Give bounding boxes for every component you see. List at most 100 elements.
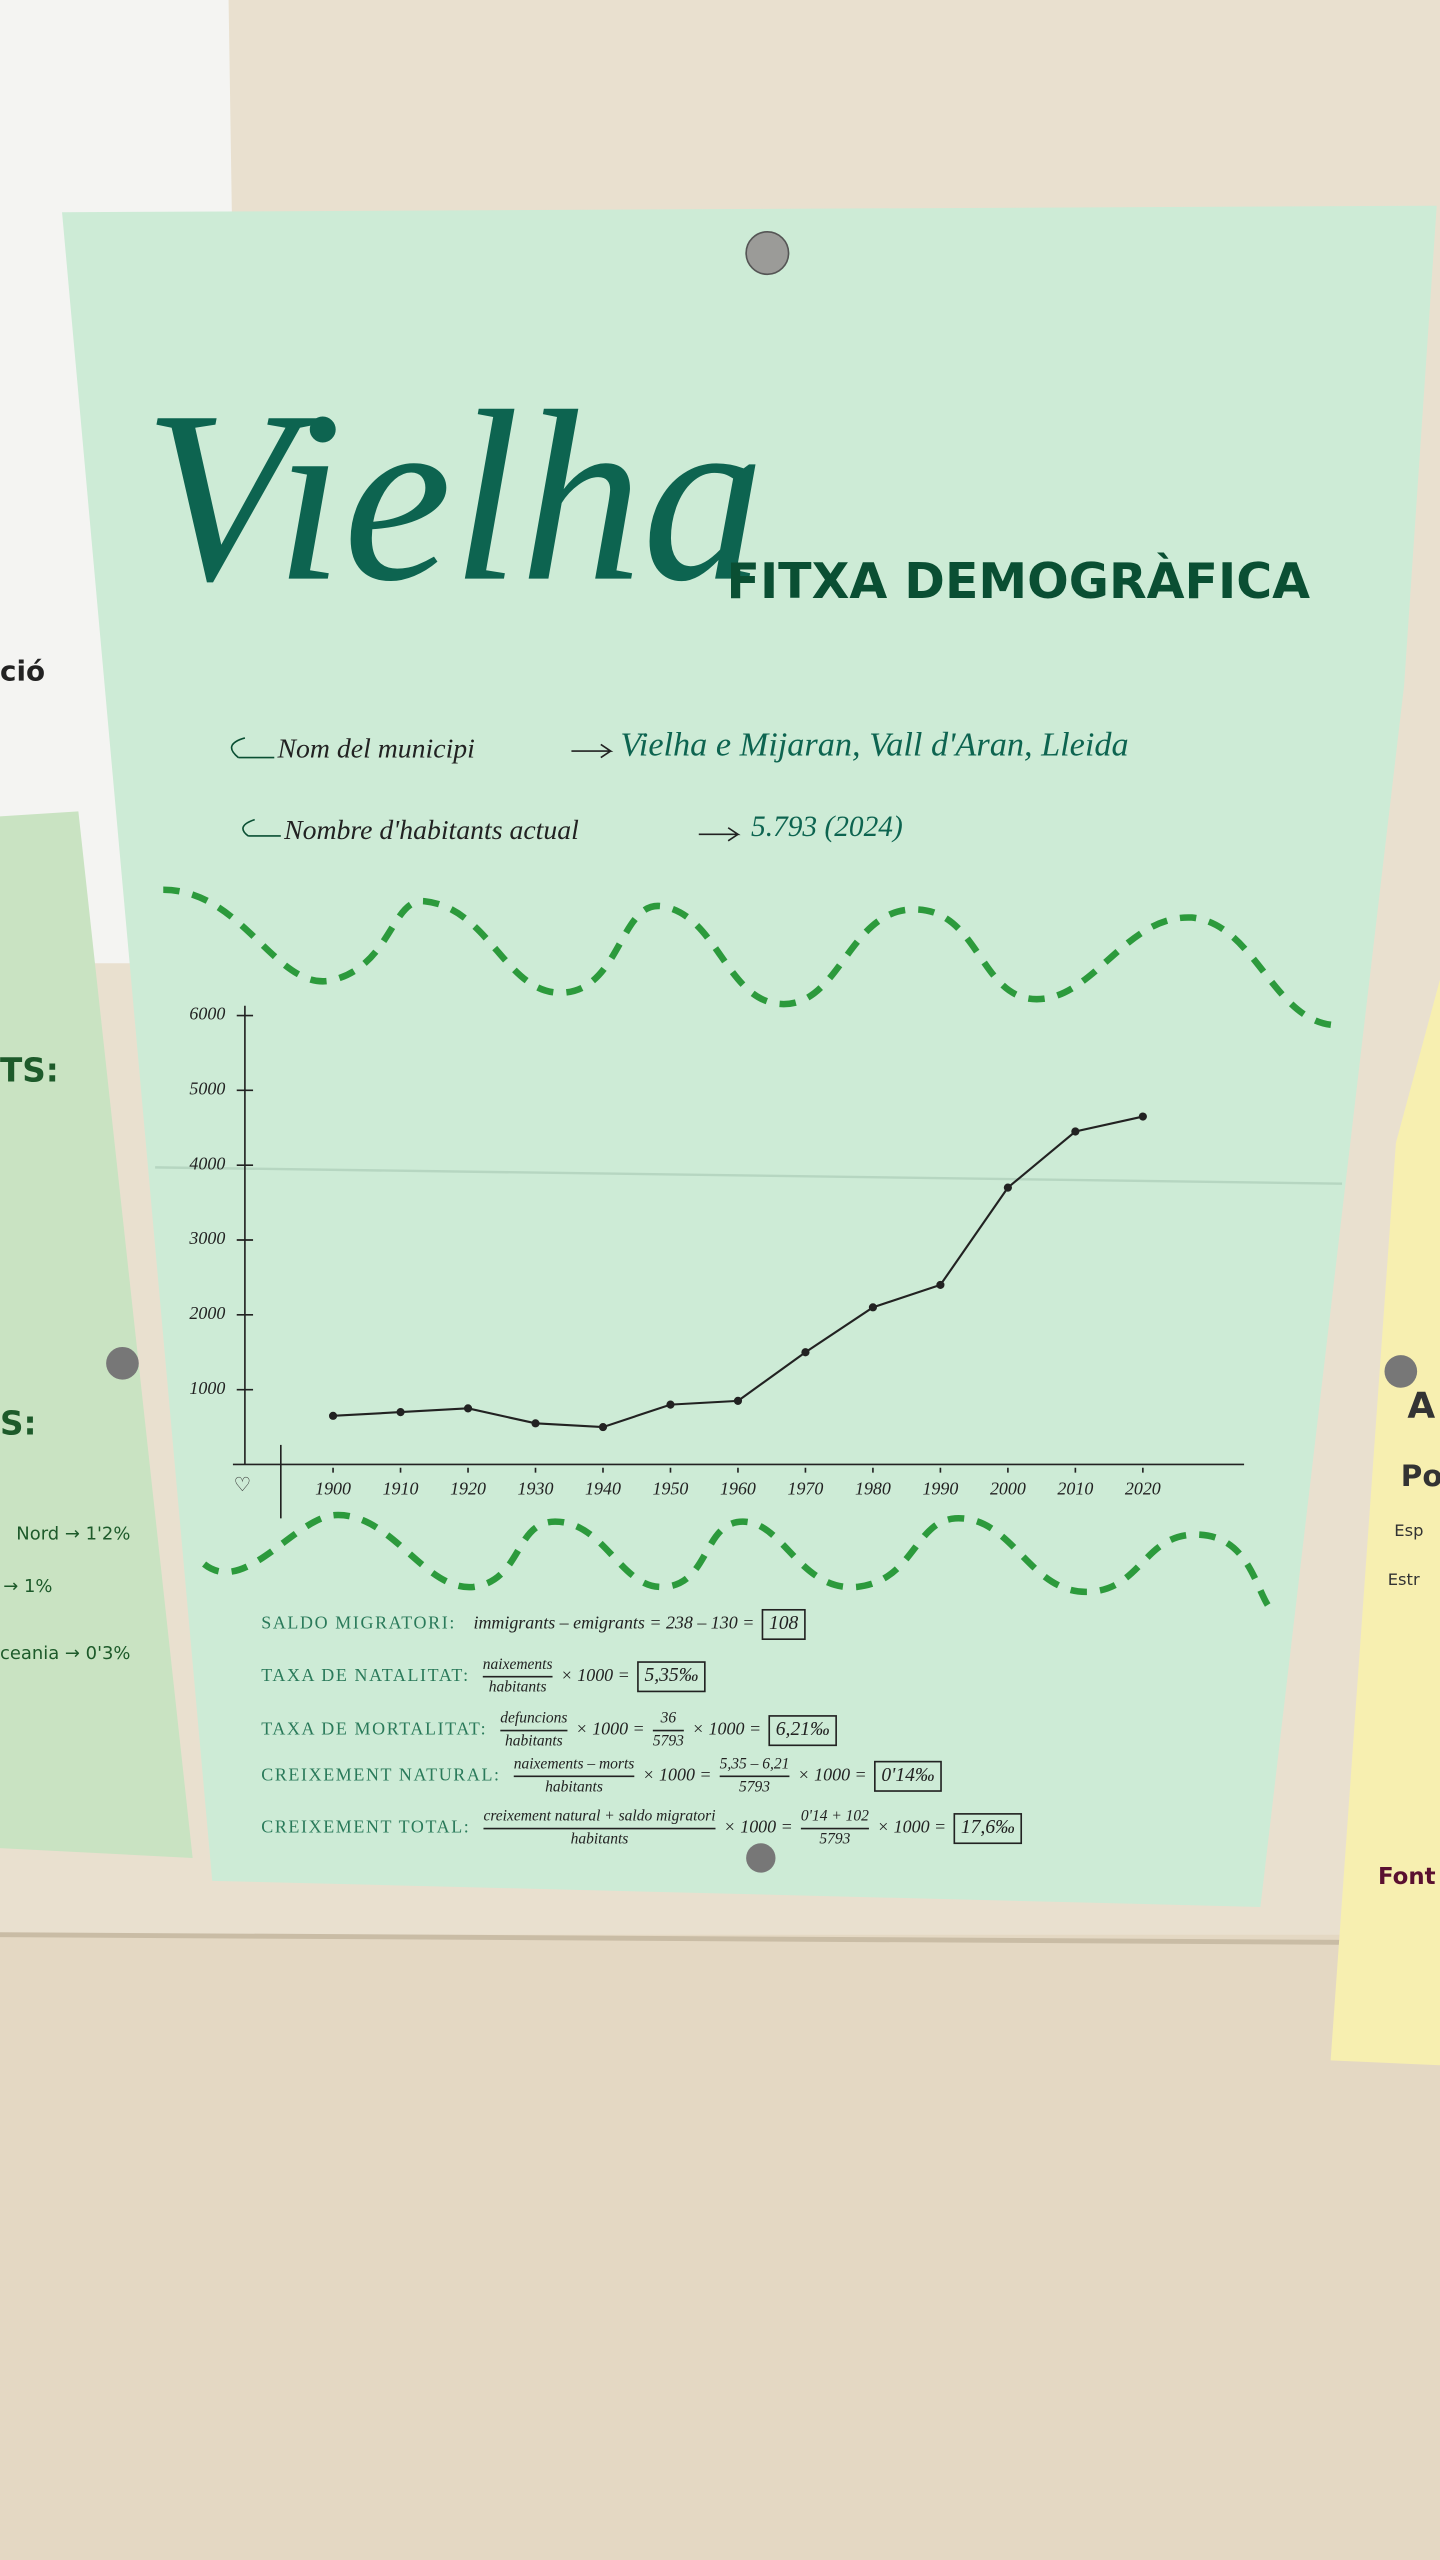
x-tick-label: 2010 xyxy=(1057,1479,1093,1499)
heart: ♡ xyxy=(233,1473,251,1496)
bullet-arrow xyxy=(230,737,275,759)
side-note: A xyxy=(1407,1385,1435,1426)
fraction-denominator: habitants xyxy=(505,1733,563,1750)
x-tick-label: 1980 xyxy=(855,1479,891,1499)
x-tick-label: 1930 xyxy=(518,1479,554,1499)
formula-result: 6,21‰ xyxy=(776,1719,830,1740)
fraction-numerator: naixements xyxy=(483,1656,553,1673)
fraction-numerator: defuncions xyxy=(500,1710,567,1727)
fraction-denominator: habitants xyxy=(571,1831,629,1848)
x-tick-label: 1910 xyxy=(383,1479,419,1499)
side-note: → 1% xyxy=(3,1576,52,1597)
wavy-border xyxy=(202,1511,1279,1617)
formula-result: 17,6‰ xyxy=(961,1817,1015,1838)
y-tick-label: 4000 xyxy=(189,1153,225,1173)
formula-label: CREIXEMENT TOTAL: xyxy=(261,1817,470,1837)
y-tick-label: 5000 xyxy=(189,1078,225,1098)
data-point xyxy=(801,1348,810,1357)
fraction-denominator: 5793 xyxy=(653,1733,684,1750)
formula-term: × 1000 = xyxy=(798,1764,867,1784)
formula-label: TAXA DE NATALITAT: xyxy=(261,1665,470,1685)
pin xyxy=(745,231,790,276)
result-box xyxy=(953,1813,1023,1845)
side-note: TS: xyxy=(0,1052,59,1090)
data-point xyxy=(733,1396,743,1405)
data-point xyxy=(531,1419,540,1428)
wavy-border xyxy=(163,886,1339,1029)
data-point xyxy=(1071,1127,1080,1136)
field-value: Vielha e Mijaran, Vall d'Aran, Lleida xyxy=(620,726,1128,764)
result-box xyxy=(637,1661,706,1693)
fraction-denominator: 5793 xyxy=(739,1778,770,1795)
x-tick-label: 1960 xyxy=(720,1479,756,1499)
x-tick-label: 1950 xyxy=(653,1479,689,1499)
x-tick-label: 2020 xyxy=(1125,1479,1161,1499)
fraction-denominator: 5793 xyxy=(819,1831,850,1848)
x-tick-label: 2000 xyxy=(990,1479,1026,1499)
data-point xyxy=(598,1422,608,1432)
field-label: Nom del municipi xyxy=(277,733,475,764)
formula-term: × 1000 = xyxy=(724,1817,793,1837)
formula-result: 108 xyxy=(769,1613,799,1634)
fold xyxy=(155,1166,1343,1185)
data-point xyxy=(868,1303,878,1312)
data-point xyxy=(1003,1183,1012,1192)
formula-term: × 1000 = xyxy=(877,1817,946,1837)
data-point xyxy=(1138,1112,1147,1121)
arrow xyxy=(698,827,741,842)
side-note: Po xyxy=(1401,1459,1440,1493)
formula-term: × 1000 = xyxy=(561,1665,630,1685)
side-note: ció xyxy=(0,655,45,688)
fraction-numerator: creixement natural + saldo migratori xyxy=(483,1808,715,1825)
x-tick-label: 1920 xyxy=(450,1479,486,1499)
formula-label: CREIXEMENT NATURAL: xyxy=(261,1764,500,1784)
formula-result: 0'14‰ xyxy=(881,1765,934,1786)
fraction-numerator: 36 xyxy=(660,1710,677,1727)
formula-term: × 1000 = xyxy=(692,1719,761,1739)
side-note: S: xyxy=(0,1404,37,1442)
arrow xyxy=(571,743,614,759)
y-tick-label: 6000 xyxy=(189,1004,225,1024)
formula-term: × 1000 = xyxy=(642,1764,711,1784)
result-box xyxy=(768,1715,837,1747)
x-tick-label: 1970 xyxy=(788,1479,824,1499)
data-point xyxy=(463,1404,473,1413)
formula-term: immigrants – emigrants = 238 – 130 = xyxy=(473,1613,754,1633)
y-tick-label: 1000 xyxy=(189,1378,225,1398)
y-tick-label: 3000 xyxy=(188,1228,225,1248)
formula-result: 5,35‰ xyxy=(644,1665,698,1686)
formula-label: SALDO MIGRATORI: xyxy=(261,1613,456,1633)
side-note: ceania → 0'3% xyxy=(0,1643,130,1664)
poster xyxy=(62,205,1437,1907)
data-point xyxy=(666,1400,675,1409)
side-note: Nord → 1'2% xyxy=(16,1524,130,1545)
data-point xyxy=(328,1411,338,1420)
x-tick-label: 1900 xyxy=(315,1479,351,1499)
field-label: Nombre d'habitants actual xyxy=(283,815,579,846)
pin xyxy=(1384,1355,1418,1388)
side-note: Font xyxy=(1378,1864,1436,1890)
bullet-arrow xyxy=(242,818,281,837)
result-box xyxy=(874,1760,942,1792)
left-poster xyxy=(0,811,193,1858)
poster-subtitle: FITXA DEMOGRÀFICA xyxy=(727,551,1311,610)
field-value: 5.793 (2024) xyxy=(751,811,903,843)
right-poster xyxy=(1330,979,1440,2066)
data-point xyxy=(396,1408,405,1417)
pin xyxy=(746,1843,776,1873)
wall-line xyxy=(0,1932,1440,1946)
formula-label: TAXA DE MORTALITAT: xyxy=(261,1719,487,1739)
lower-wall xyxy=(0,1934,1440,2560)
fraction-numerator: 0'14 + 102 xyxy=(801,1808,869,1825)
fraction-numerator: 5,35 – 6,21 xyxy=(720,1755,790,1772)
side-note: Estr xyxy=(1388,1570,1420,1589)
fraction-numerator: naixements – morts xyxy=(514,1755,635,1772)
x-tick-label: 1940 xyxy=(585,1479,621,1499)
poster-title: Vielha xyxy=(144,361,765,632)
result-box xyxy=(761,1608,806,1641)
y-tick-label: 2000 xyxy=(189,1303,225,1323)
data-point xyxy=(936,1280,945,1289)
pin xyxy=(106,1346,139,1380)
